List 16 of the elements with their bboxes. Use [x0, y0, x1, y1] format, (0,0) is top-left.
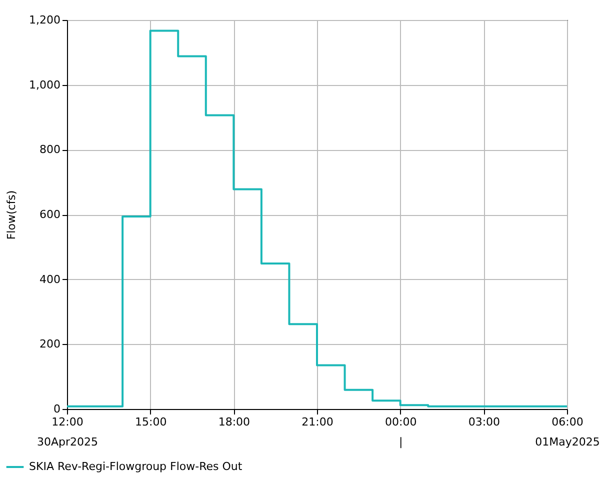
- y-tick-label: 0: [54, 402, 60, 416]
- x-tick-label: 00:00 |: [384, 416, 417, 448]
- y-tick-label: 400: [40, 272, 60, 286]
- y-axis-title: Flow(cfs): [5, 190, 18, 240]
- y-tick-label: 800: [40, 143, 60, 156]
- x-tick-label: 06:00 01May2025: [535, 416, 600, 448]
- x-tick-label: 21:00: [302, 416, 334, 428]
- y-tick-label: 1,200: [29, 14, 60, 26]
- x-tick-label: 15:00: [134, 416, 167, 428]
- y-tick-label: 600: [40, 208, 60, 221]
- legend-label: SKIA Rev-Regi-Flowgroup Flow-Res Out: [29, 460, 243, 473]
- x-tick-label: 12:00 30Apr2025: [36, 416, 98, 448]
- y-tick-label: 1,000: [29, 78, 60, 92]
- x-tick-label: 03:00: [468, 416, 500, 428]
- x-tick-label: 18:00: [218, 416, 250, 428]
- y-tick-label: 200: [40, 338, 60, 351]
